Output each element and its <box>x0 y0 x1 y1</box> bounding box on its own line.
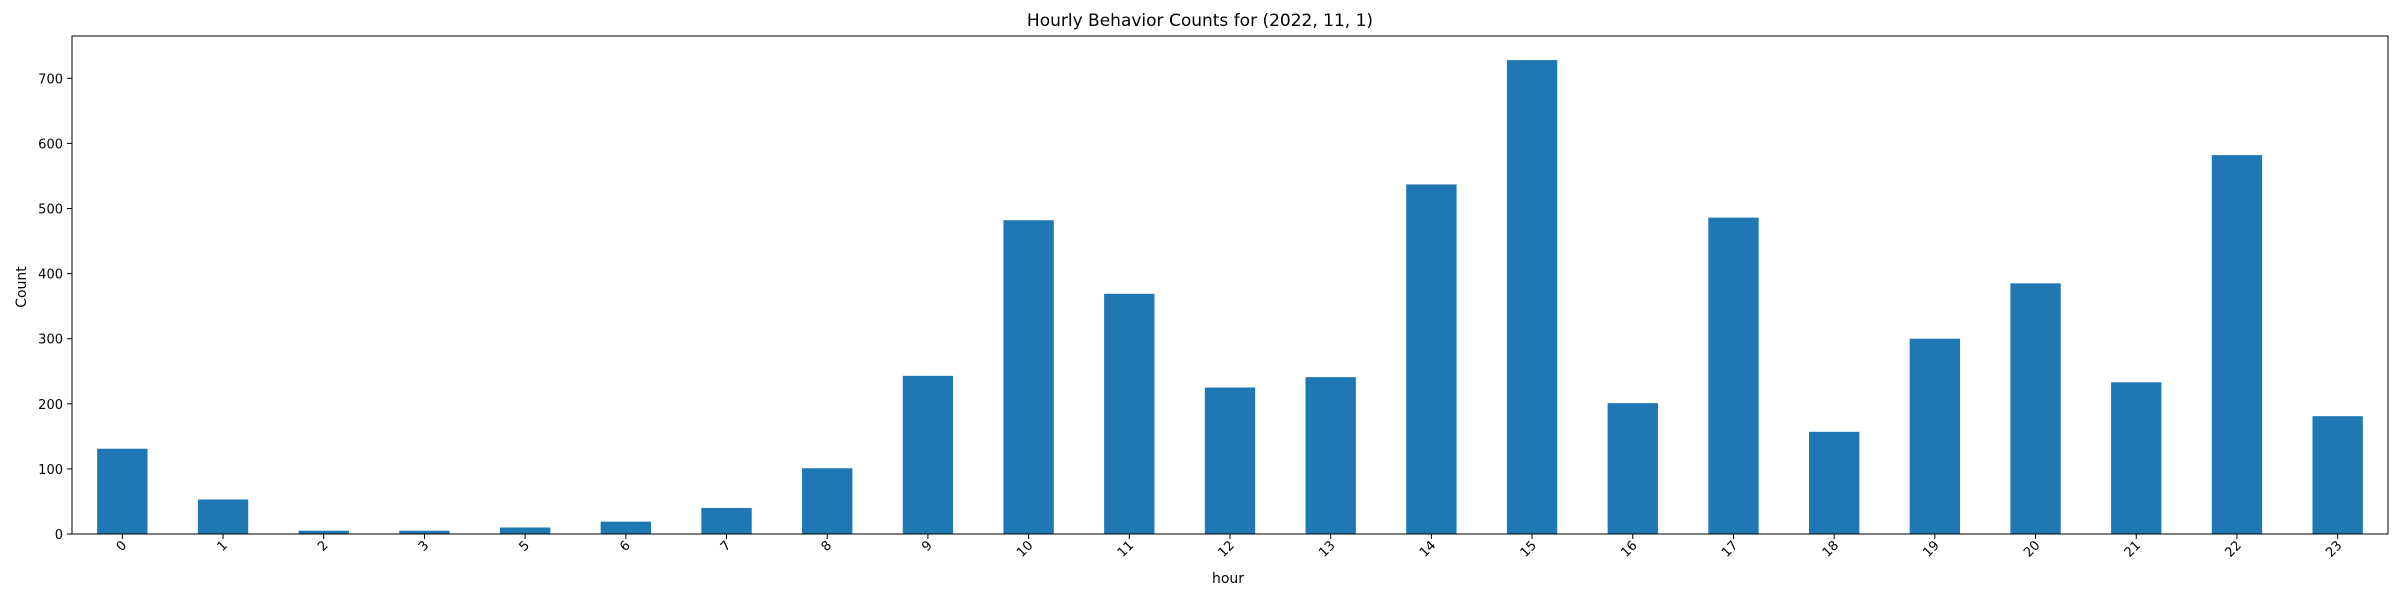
y-tick-label: 200 <box>38 398 63 413</box>
bar-hour-15 <box>1506 60 1558 534</box>
y-axis-ticks: 0 100 200 300 400 500 600 700 <box>38 72 72 543</box>
bar-hour-22 <box>2211 155 2263 535</box>
y-tick-label: 400 <box>38 268 63 283</box>
x-tick-label: 8 <box>819 538 835 554</box>
x-tick-label: 2 <box>315 538 331 554</box>
chart-title: Hourly Behavior Counts for (2022, 11, 1) <box>1027 11 1373 31</box>
bar-hour-13 <box>1305 377 1356 534</box>
bar-hour-5 <box>499 527 551 534</box>
bar-hour-16 <box>1607 403 1658 534</box>
x-tick-label: 23 <box>2323 538 2345 560</box>
x-tick-label: 11 <box>1115 538 1137 560</box>
x-tick-label: 18 <box>1820 538 1842 560</box>
bar-hour-8 <box>802 468 853 534</box>
x-tick-label: 21 <box>2122 538 2144 560</box>
bar-hour-18 <box>1809 431 1860 534</box>
x-tick-label: 20 <box>2021 538 2043 560</box>
bar-hour-0 <box>97 448 148 534</box>
x-tick-label: 13 <box>1316 538 1338 560</box>
x-axis-label: hour <box>1212 571 1244 587</box>
bar-hour-2 <box>298 530 349 534</box>
bar-hour-10 <box>1003 220 1054 534</box>
bar-hour-12 <box>1204 387 1256 534</box>
x-tick-label: 10 <box>1014 538 1036 560</box>
plot-frame <box>71 35 2389 535</box>
x-tick-label: 15 <box>1518 538 1540 560</box>
bars-group <box>97 60 2363 535</box>
x-tick-label: 12 <box>1216 538 1238 560</box>
y-axis-label: Count <box>14 266 30 308</box>
x-tick-label: 1 <box>214 538 230 554</box>
x-tick-label: 19 <box>1920 538 1942 560</box>
x-tick-label: 14 <box>1417 538 1439 560</box>
bar-hour-9 <box>902 375 954 534</box>
y-tick-label: 0 <box>55 528 63 543</box>
bar-hour-3 <box>399 530 450 534</box>
bar-hour-23 <box>2312 416 2363 534</box>
y-tick-label: 700 <box>38 72 63 87</box>
x-tick-label: 17 <box>1719 538 1741 560</box>
x-axis-ticks: 0 1 2 3 5 6 7 8 9 10 11 12 13 14 15 16 17 18 19 20 21 22 23 <box>114 534 2345 561</box>
bar-hour-19 <box>1909 338 1961 534</box>
x-tick-label: 5 <box>516 538 532 554</box>
bar-hour-1 <box>197 499 249 534</box>
x-tick-label: 22 <box>2222 538 2244 560</box>
y-tick-label: 100 <box>38 463 63 478</box>
y-tick-label: 600 <box>38 137 63 152</box>
bar-hour-14 <box>1406 184 1457 534</box>
y-tick-label: 300 <box>38 333 63 348</box>
x-tick-label: 0 <box>114 538 130 554</box>
x-tick-label: 6 <box>617 538 633 554</box>
x-tick-label: 7 <box>718 538 734 554</box>
x-tick-label: 9 <box>919 538 935 554</box>
bar-hour-11 <box>1104 293 1155 534</box>
bar-hour-21 <box>2111 382 2162 534</box>
bar-hour-17 <box>1708 217 1759 534</box>
x-tick-label: 16 <box>1618 538 1640 560</box>
y-tick-label: 500 <box>38 203 63 218</box>
x-tick-label: 3 <box>416 538 432 554</box>
bar-hour-20 <box>2010 283 2061 534</box>
bar-hour-7 <box>701 507 752 534</box>
bar-hour-6 <box>600 521 651 534</box>
